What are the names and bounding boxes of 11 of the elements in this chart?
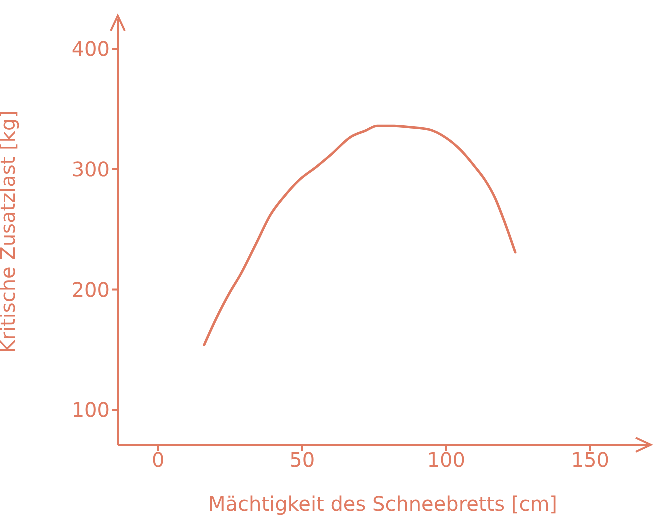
x-axis-title: Mächtigkeit des Schneebretts [cm] (208, 492, 558, 516)
y-axis-title: Kritische Zusatzlast [kg] (0, 110, 20, 354)
y-tick-label: 200 (72, 278, 110, 302)
y-tick-label: 400 (72, 37, 110, 62)
y-tick-label: 100 (72, 398, 110, 422)
y-tick-label: 300 (72, 158, 110, 182)
x-tick-label: 50 (290, 448, 316, 472)
x-tick-label: 0 (152, 448, 165, 472)
line-series (203, 124, 517, 346)
x-tick-label: 100 (427, 448, 466, 472)
x-tick-label: 150 (571, 448, 610, 472)
